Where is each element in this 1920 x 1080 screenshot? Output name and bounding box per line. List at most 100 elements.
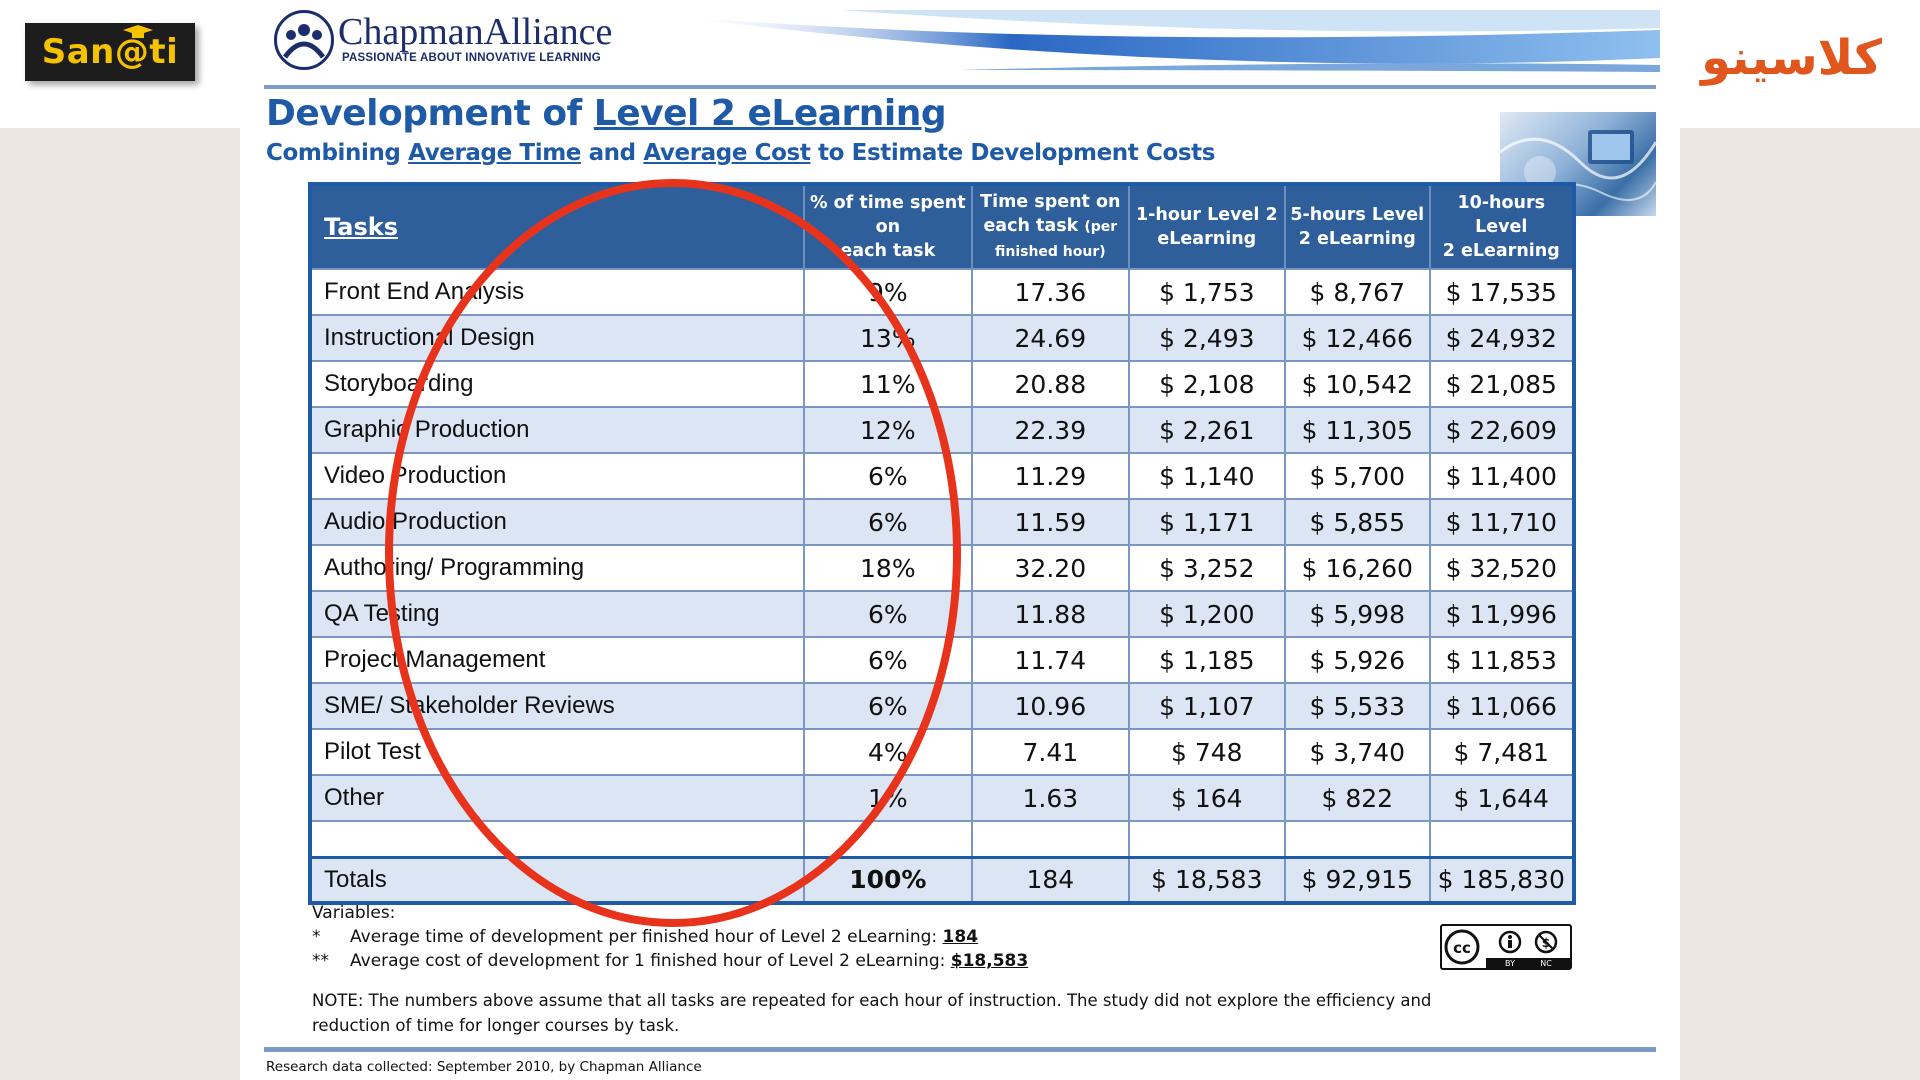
totals-pct: 100%	[803, 855, 974, 903]
header-pct-time: % of time spent on each task	[803, 184, 974, 269]
header-time-spent: Time spent on each task (per finished hour…	[972, 184, 1130, 269]
svg-text:BY: BY	[1505, 959, 1515, 968]
cost-10h-cell: $ 11,853	[1429, 636, 1575, 683]
cost-1h-cell: $ 748	[1128, 728, 1287, 775]
cost-1h-cell: $ 1,200	[1128, 590, 1287, 637]
cost-5h-cell: $ 8,767	[1285, 268, 1431, 315]
slide-title: Development of Level 2 eLearning	[266, 93, 947, 134]
creative-commons-badge: cc $ BY NC	[1440, 924, 1572, 970]
cost-5h-cell: $ 11,305	[1285, 406, 1431, 453]
table-spacer-row	[310, 820, 1575, 857]
cost-5h-cell: $ 5,926	[1285, 636, 1431, 683]
table-row: Pilot Test 4% 7.41 $ 748 $ 3,740 $ 7,481	[310, 728, 1575, 775]
development-cost-table: Tasks % of time spent on each task Time s…	[308, 182, 1576, 905]
cost-1h-cell: $ 1,185	[1128, 636, 1287, 683]
time-cell: 10.96	[972, 682, 1130, 729]
cost-5h-cell: $ 5,700	[1285, 452, 1431, 499]
table-row: Front End Analysis 9% 17.36 $ 1,753 $ 8,…	[310, 268, 1575, 315]
cost-1h-cell: $ 164	[1128, 774, 1287, 821]
cost-1h-cell: $ 1,107	[1128, 682, 1287, 729]
table-row: Video Production 6% 11.29 $ 1,140 $ 5,70…	[310, 452, 1575, 499]
variables-label: Variables:	[312, 903, 396, 923]
pct-cell: 11%	[803, 360, 974, 407]
time-cell: 1.63	[972, 774, 1130, 821]
cost-5h-cell: $ 5,998	[1285, 590, 1431, 637]
cost-1h-cell: $ 2,493	[1128, 314, 1287, 361]
cost-10h-cell: $ 11,066	[1429, 682, 1575, 729]
cost-10h-cell: $ 1,644	[1429, 774, 1575, 821]
cost-10h-cell: $ 21,085	[1429, 360, 1575, 407]
task-cell: Instructional Design	[310, 314, 805, 361]
time-cell: 22.39	[972, 406, 1130, 453]
pct-cell: 1%	[803, 774, 974, 821]
chapman-logo-icon	[274, 10, 334, 70]
cost-5h-cell: $ 12,466	[1285, 314, 1431, 361]
pct-cell: 9%	[803, 268, 974, 315]
totals-1h: $ 18,583	[1128, 855, 1287, 903]
task-cell: Pilot Test	[310, 728, 805, 775]
cost-1h-cell: $ 1,171	[1128, 498, 1287, 545]
cost-1h-cell: $ 2,108	[1128, 360, 1287, 407]
time-cell: 11.29	[972, 452, 1130, 499]
time-cell: 32.20	[972, 544, 1130, 591]
cost-5h-cell: $ 10,542	[1285, 360, 1431, 407]
time-cell: 11.59	[972, 498, 1130, 545]
time-cell: 11.88	[972, 590, 1130, 637]
table-row: SME/ Stakeholder Reviews 6% 10.96 $ 1,10…	[310, 682, 1575, 729]
footer-rule	[264, 1047, 1656, 1052]
variable-time: * Average time of development per finishe…	[312, 927, 979, 947]
graduation-cap-icon	[123, 25, 153, 38]
task-cell: Other	[310, 774, 805, 821]
cost-1h-cell: $ 3,252	[1128, 544, 1287, 591]
task-cell: SME/ Stakeholder Reviews	[310, 682, 805, 729]
task-cell: Authoring/ Programming	[310, 544, 805, 591]
cost-10h-cell: $ 11,710	[1429, 498, 1575, 545]
cost-10h-cell: $ 17,535	[1429, 268, 1575, 315]
task-cell: Graphic Production	[310, 406, 805, 453]
task-cell: Front End Analysis	[310, 268, 805, 315]
cost-1h-cell: $ 1,753	[1128, 268, 1287, 315]
cost-1h-cell: $ 1,140	[1128, 452, 1287, 499]
pct-cell: 13%	[803, 314, 974, 361]
cost-5h-cell: $ 5,855	[1285, 498, 1431, 545]
table-row: Authoring/ Programming 18% 32.20 $ 3,252…	[310, 544, 1575, 591]
time-cell: 20.88	[972, 360, 1130, 407]
totals-5h: $ 92,915	[1285, 855, 1431, 903]
table-row: Graphic Production 12% 22.39 $ 2,261 $ 1…	[310, 406, 1575, 453]
pct-cell: 6%	[803, 590, 974, 637]
sanati-logo-text: San@ti	[41, 32, 179, 72]
cost-10h-cell: $ 7,481	[1429, 728, 1575, 775]
table-row: Audio Production 6% 11.59 $ 1,171 $ 5,85…	[310, 498, 1575, 545]
table-row: Other 1% 1.63 $ 164 $ 822 $ 1,644	[310, 774, 1575, 821]
header-rule	[264, 85, 1656, 89]
pct-cell: 6%	[803, 682, 974, 729]
task-cell: Storyboarding	[310, 360, 805, 407]
brand-tagline: PASSIONATE ABOUT INNOVATIVE LEARNING	[342, 52, 601, 64]
arabic-logo: كلاسينو	[1701, 30, 1882, 86]
totals-time: 184	[972, 855, 1130, 903]
assumption-note: NOTE: The numbers above assume that all …	[312, 991, 1432, 1035]
cost-10h-cell: $ 11,400	[1429, 452, 1575, 499]
totals-row: Totals 100% 184 $ 18,583 $ 92,915 $ 185,…	[310, 855, 1575, 903]
svg-text:NC: NC	[1540, 959, 1552, 968]
time-cell: 24.69	[972, 314, 1130, 361]
task-cell: QA Testing	[310, 590, 805, 637]
brand-name: ChapmanAlliance	[338, 11, 613, 53]
table-header-row: Tasks % of time spent on each task Time s…	[310, 184, 1575, 269]
cost-5h-cell: $ 822	[1285, 774, 1431, 821]
table-row: Instructional Design 13% 24.69 $ 2,493 $…	[310, 314, 1575, 361]
cost-10h-cell: $ 32,520	[1429, 544, 1575, 591]
cost-5h-cell: $ 3,740	[1285, 728, 1431, 775]
variables-block: Variables: * Average time of development …	[312, 903, 1028, 971]
totals-label: Totals	[310, 855, 805, 903]
cost-10h-cell: $ 22,609	[1429, 406, 1575, 453]
time-cell: 17.36	[972, 268, 1130, 315]
footer-source: Research data collected: September 2010,…	[266, 1059, 702, 1075]
cost-10h-cell: $ 11,996	[1429, 590, 1575, 637]
task-cell: Audio Production	[310, 498, 805, 545]
table-row: Project Management 6% 11.74 $ 1,185 $ 5,…	[310, 636, 1575, 683]
table-row: Storyboarding 11% 20.88 $ 2,108 $ 10,542…	[310, 360, 1575, 407]
cost-1h-cell: $ 2,261	[1128, 406, 1287, 453]
cost-5h-cell: $ 5,533	[1285, 682, 1431, 729]
header-swoosh	[660, 10, 1660, 72]
